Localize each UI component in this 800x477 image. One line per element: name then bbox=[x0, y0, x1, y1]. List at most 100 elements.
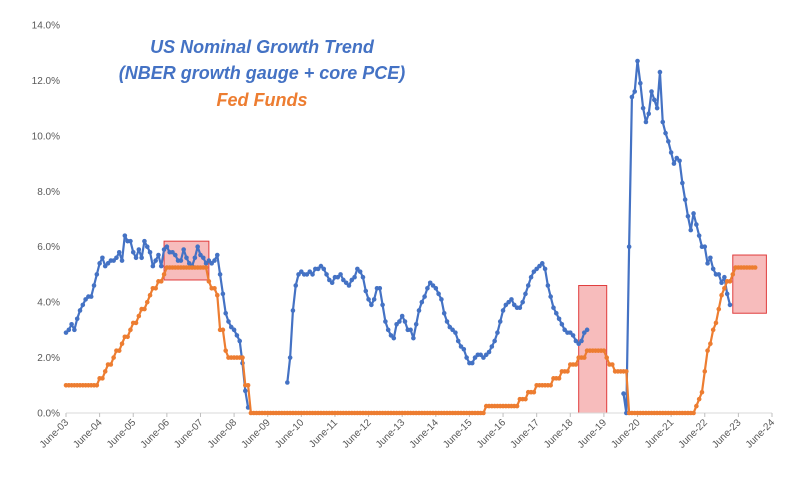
series-2-point-225 bbox=[694, 403, 699, 409]
series-2-point-28 bbox=[142, 306, 147, 312]
series-1-point-141 bbox=[492, 338, 497, 344]
series-1-point-48 bbox=[198, 252, 203, 258]
x-tick-label-19: June-22 bbox=[677, 417, 711, 451]
series-1-point-53 bbox=[212, 258, 217, 263]
series-1-point-92 bbox=[355, 266, 360, 272]
series-1-point-195 bbox=[674, 155, 680, 161]
series-1-point-58 bbox=[226, 319, 231, 324]
series-2-point-57 bbox=[223, 348, 228, 353]
x-tick-label-0: June-03 bbox=[38, 417, 72, 451]
series-1-point-32 bbox=[153, 258, 158, 263]
series-1-line bbox=[65, 59, 732, 415]
series-1-point-123 bbox=[441, 310, 447, 316]
series-1-point-213 bbox=[724, 291, 730, 297]
series-1-point-78 bbox=[315, 266, 321, 272]
series-2-line bbox=[66, 266, 756, 415]
series-2-point-173 bbox=[548, 382, 553, 388]
series-1-point-23 bbox=[128, 238, 133, 244]
x-axis-ticks: June-03 June-04 June-05 June-06 June-07 June-… bbox=[38, 413, 777, 451]
series-1-point-55 bbox=[217, 272, 223, 277]
series-1-point-6 bbox=[80, 302, 86, 308]
series-1-point-10 bbox=[91, 283, 97, 288]
series-2-point-65 bbox=[245, 382, 251, 388]
series-2-point-227 bbox=[699, 389, 705, 395]
series-1-point-60 bbox=[231, 327, 237, 333]
series-2-point-224 bbox=[691, 410, 696, 416]
series-1-point-200 bbox=[688, 227, 694, 233]
series-1-point-115 bbox=[419, 299, 425, 305]
series-1-point-187 bbox=[652, 97, 657, 103]
series-1-point-155 bbox=[531, 269, 537, 274]
series-2-point-11 bbox=[94, 382, 100, 388]
series-2-point-30 bbox=[147, 292, 153, 298]
series-1-point-74 bbox=[304, 272, 310, 277]
series-1-point-114 bbox=[416, 308, 422, 313]
series-1-point-54 bbox=[214, 252, 220, 258]
series-1-point-68 bbox=[287, 355, 293, 360]
series-1-point-44 bbox=[186, 261, 192, 266]
series-1-point-13 bbox=[100, 255, 105, 261]
series-1-point-29 bbox=[144, 244, 150, 250]
y-tick-label-1: 2.0% bbox=[37, 353, 60, 364]
series-1-point-112 bbox=[411, 335, 416, 341]
series-1-point-113 bbox=[413, 322, 419, 327]
series-1-point-12 bbox=[97, 261, 102, 266]
series-2-point-53 bbox=[212, 285, 217, 291]
x-tick-label-5: June-08 bbox=[206, 417, 240, 451]
highlight-box-3 bbox=[732, 254, 767, 314]
series-1-point-80 bbox=[321, 266, 327, 272]
series-1-point-5 bbox=[77, 308, 83, 313]
series-1-point-91 bbox=[352, 274, 357, 280]
series-1-point-178 bbox=[626, 244, 632, 250]
series-1-point-153 bbox=[525, 283, 531, 288]
series-1-point-100 bbox=[377, 285, 383, 291]
series-1-point-194 bbox=[671, 161, 677, 166]
title-line-3: Fed Funds bbox=[217, 90, 308, 110]
series-1-point-111 bbox=[408, 327, 413, 333]
series-1-point-151 bbox=[520, 299, 525, 305]
series-1-point-47 bbox=[195, 244, 200, 250]
series-2-point-230 bbox=[708, 341, 713, 347]
series-1-point-211 bbox=[719, 280, 724, 286]
series-1-point-166 bbox=[562, 327, 567, 333]
series-2-point-19 bbox=[116, 348, 122, 353]
series-1-point-11 bbox=[94, 272, 100, 277]
series-1-point-127 bbox=[453, 330, 458, 335]
series-1-point-34 bbox=[158, 263, 164, 269]
series-1-point-97 bbox=[369, 302, 374, 308]
series-1-point-206 bbox=[705, 261, 710, 266]
series-2-point-246 bbox=[752, 265, 758, 270]
series-1-point-64 bbox=[243, 388, 248, 394]
x-tick-label-8: June-11 bbox=[307, 417, 340, 450]
series-2-point-161 bbox=[514, 403, 520, 409]
series-2-point-25 bbox=[133, 320, 139, 326]
series-1-point-24 bbox=[130, 249, 136, 255]
series-1-point-164 bbox=[556, 316, 562, 322]
series-1-point-104 bbox=[388, 333, 394, 338]
series-2-point-235 bbox=[722, 285, 727, 291]
series-1-point-69 bbox=[290, 308, 296, 313]
series-1-point-120 bbox=[433, 285, 439, 291]
series-2-point-23 bbox=[128, 327, 133, 333]
series-1-point-192 bbox=[666, 139, 671, 144]
x-tick-label-17: June-20 bbox=[609, 417, 643, 451]
series-1-point-35 bbox=[161, 247, 167, 252]
series-1-point-51 bbox=[206, 258, 212, 263]
series-2-point-167 bbox=[531, 389, 537, 395]
series-1-point-106 bbox=[394, 322, 399, 327]
series-1-point-148 bbox=[511, 302, 517, 308]
series-1-point-49 bbox=[200, 255, 206, 261]
y-tick-label-5: 10.0% bbox=[32, 131, 60, 142]
series-1-point-138 bbox=[483, 352, 489, 358]
series-1-point-133 bbox=[469, 360, 475, 366]
series-2-point-231 bbox=[710, 327, 716, 333]
highlight-boxes bbox=[163, 240, 767, 414]
series-1-point-161 bbox=[548, 294, 553, 299]
series-1-point-198 bbox=[682, 197, 688, 202]
series-2-point-63 bbox=[240, 355, 245, 360]
x-tick-label-1: June-04 bbox=[71, 417, 105, 451]
series-2-point-228 bbox=[702, 369, 708, 374]
series-1-point-205 bbox=[702, 244, 708, 250]
series-1-point-31 bbox=[150, 263, 156, 269]
series-1-point-59 bbox=[228, 324, 234, 330]
